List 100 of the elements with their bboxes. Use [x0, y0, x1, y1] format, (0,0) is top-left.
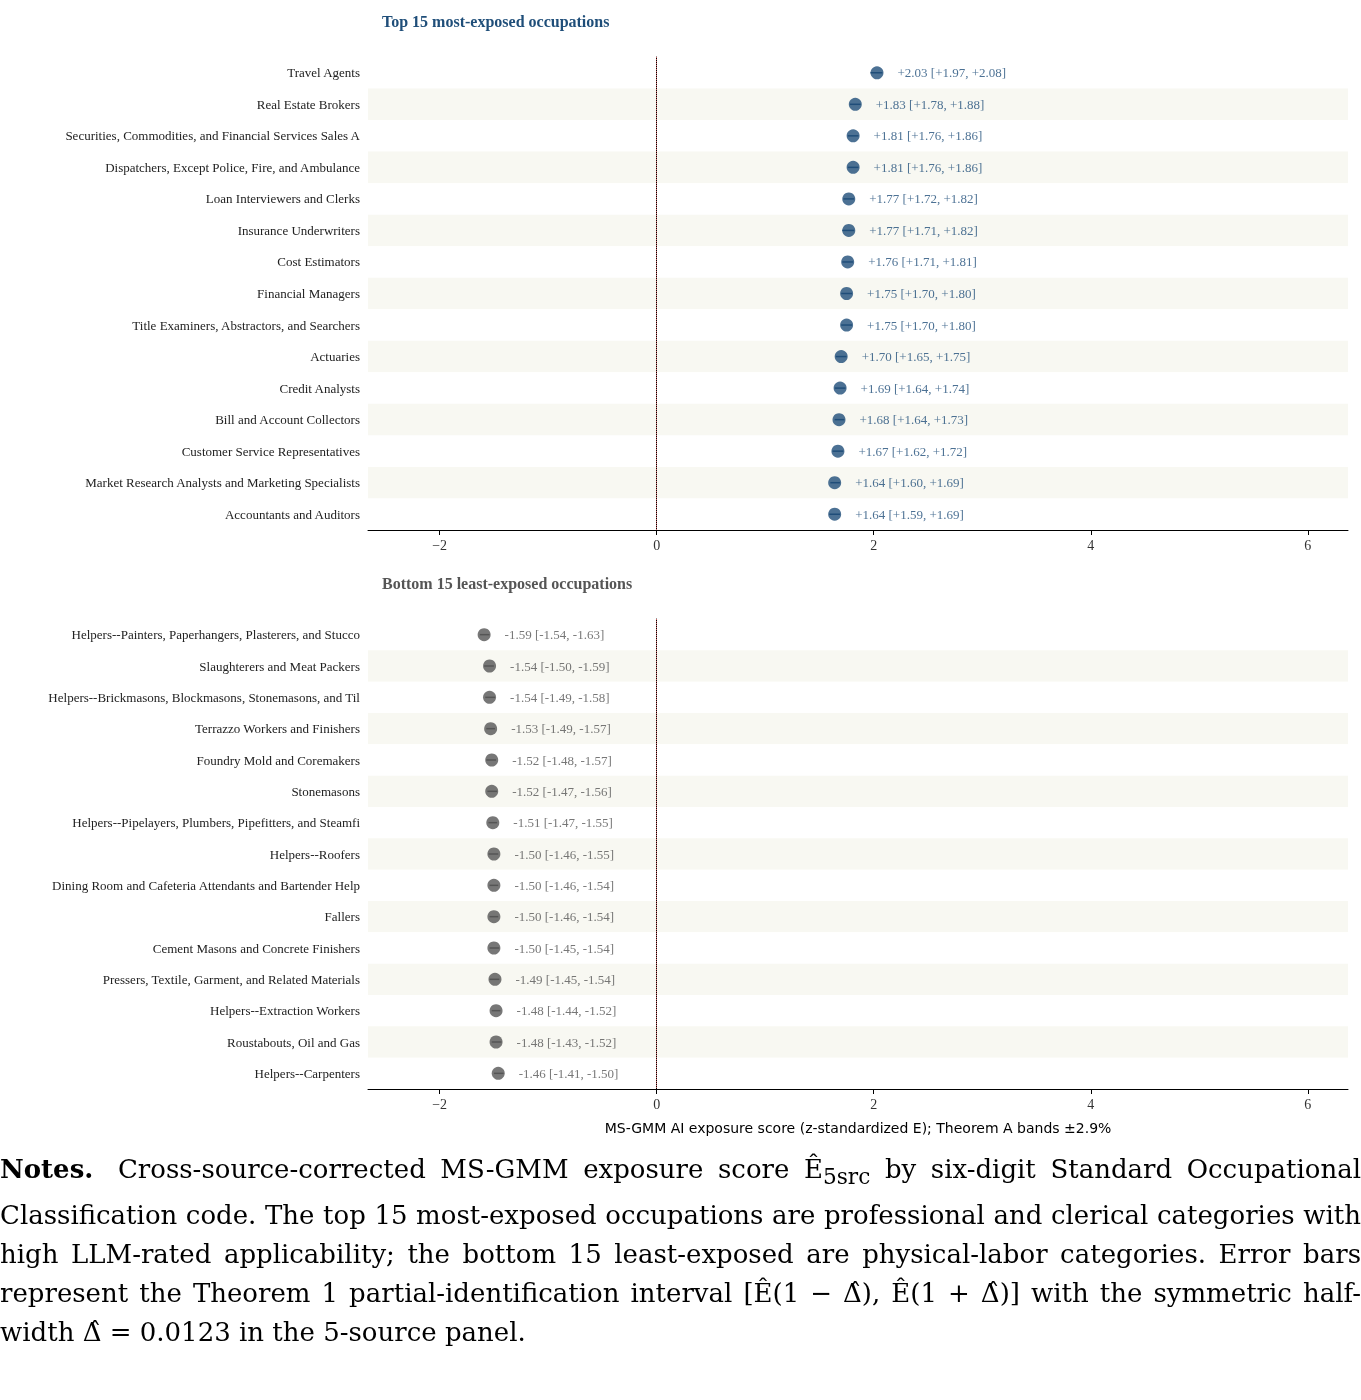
point — [487, 847, 501, 861]
data-label: +1.64 [+1.60, +1.69] — [855, 475, 964, 491]
data-label: -1.51 [-1.47, -1.55] — [513, 815, 613, 831]
y-tick-label: Helpers--Brickmasons, Blockmasons, Stonemasons, and Til — [48, 689, 361, 705]
y-tick-label: Market Research Analysts and Marketing Specialists — [85, 475, 360, 491]
data-label: +1.83 [+1.78, +1.88] — [875, 96, 985, 112]
data-label: -1.54 [-1.49, -1.58] — [510, 689, 610, 705]
data-label: +2.03 [+1.97, +2.08] — [897, 65, 1007, 81]
y-tick-label: Credit Analysts — [279, 380, 360, 396]
point — [483, 659, 497, 673]
data-label: +1.70 [+1.65, +1.75] — [861, 349, 971, 365]
y-tick-label: Terrazzo Workers and Finishers — [195, 721, 360, 737]
y-tick-label: Helpers--Extraction Workers — [210, 1003, 360, 1019]
data-label: -1.48 [-1.43, -1.52] — [516, 1034, 617, 1050]
chart-title: Top 15 most-exposed occupations — [382, 12, 610, 31]
point — [846, 160, 860, 174]
data-label: +1.77 [+1.72, +1.82] — [869, 191, 978, 207]
chart-title: Bottom 15 least-exposed occupations — [382, 574, 633, 593]
point — [485, 753, 499, 767]
data-label: -1.54 [-1.50, -1.59] — [510, 658, 610, 674]
x-tick-label: 4 — [1087, 537, 1095, 553]
point — [828, 507, 842, 521]
y-tick-label: Customer Service Representatives — [181, 443, 360, 459]
y-tick-label: Pressers, Textile, Garment, and Related Materials — [102, 971, 360, 987]
data-label: -1.50 [-1.46, -1.54] — [514, 909, 615, 925]
point — [489, 1004, 503, 1018]
point — [832, 413, 846, 427]
x-tick-label: −2 — [432, 1096, 448, 1112]
y-tick-label: Bill and Account Collectors — [215, 412, 360, 428]
point — [846, 129, 860, 143]
data-label: -1.50 [-1.45, -1.54] — [514, 940, 615, 956]
point — [842, 192, 856, 206]
x-tick-label: −2 — [432, 537, 448, 553]
point — [870, 66, 884, 80]
point — [840, 318, 854, 332]
y-tick-label: Slaughterers and Meat Packers — [199, 658, 360, 674]
data-label: -1.49 [-1.45, -1.54] — [515, 971, 616, 987]
y-tick-label: Accountants and Auditors — [224, 506, 360, 522]
data-label: +1.69 [+1.64, +1.74] — [860, 380, 970, 396]
data-label: +1.81 [+1.76, +1.86] — [873, 159, 983, 175]
y-tick-label: Helpers--Pipelayers, Plumbers, Pipefitters, and Steamfi — [72, 815, 361, 831]
y-tick-label: Travel Agents — [287, 65, 360, 81]
data-label: +1.64 [+1.59, +1.69] — [855, 506, 964, 522]
point — [840, 287, 854, 300]
point — [487, 910, 501, 924]
point — [486, 816, 500, 830]
point — [489, 1035, 503, 1049]
data-label: -1.52 [-1.48, -1.57] — [512, 752, 612, 768]
x-axis-title: MS-GMM AI exposure score (z-standardized E); Theorem A bands ±2.9% — [604, 1120, 1112, 1136]
point — [488, 972, 502, 986]
point — [828, 476, 842, 490]
point — [834, 350, 848, 364]
y-tick-label: Fallers — [324, 909, 360, 925]
point — [484, 722, 498, 736]
y-tick-label: Cement Masons and Concrete Finishers — [152, 940, 360, 956]
data-label: -1.50 [-1.46, -1.55] — [514, 846, 615, 862]
y-tick-label: Securities, Commodities, and Financial Services Sales A — [65, 128, 361, 144]
y-tick-label: Stonemasons — [291, 783, 360, 799]
data-label: +1.68 [+1.64, +1.73] — [859, 412, 969, 428]
y-tick-label: Real Estate Brokers — [256, 96, 360, 112]
point — [483, 690, 497, 704]
x-tick-label: 0 — [653, 537, 661, 553]
data-label: +1.76 [+1.71, +1.81] — [868, 254, 977, 270]
x-tick-label: 6 — [1304, 1096, 1312, 1112]
y-tick-label: Loan Interviewers and Clerks — [205, 191, 360, 207]
text: Notes. — [0, 1154, 94, 1184]
data-label: +1.75 [+1.70, +1.80] — [867, 317, 976, 333]
y-tick-label: Title Examiners, Abstractors, and Searchers — [132, 317, 360, 333]
point — [487, 941, 501, 955]
y-tick-label: Roustabouts, Oil and Gas — [227, 1034, 360, 1050]
data-label: +1.67 [+1.62, +1.72] — [858, 443, 968, 459]
y-tick-label: Actuaries — [310, 349, 360, 365]
data-label: -1.53 [-1.49, -1.57] — [511, 721, 611, 737]
x-tick-label: 2 — [870, 1096, 878, 1112]
point — [833, 381, 847, 395]
y-tick-label: Helpers--Painters, Paperhangers, Plasterers, and Stucco — [71, 627, 360, 643]
point — [477, 628, 491, 642]
x-tick-label: 6 — [1304, 537, 1312, 553]
x-tick-label: 4 — [1087, 1096, 1095, 1112]
y-tick-label: Foundry Mold and Coremakers — [196, 752, 360, 768]
point — [487, 878, 501, 892]
data-label: -1.48 [-1.44, -1.52] — [516, 1003, 617, 1019]
x-tick-label: 2 — [870, 537, 878, 553]
point — [491, 1066, 505, 1080]
y-tick-label: Helpers--Roofers — [269, 846, 360, 862]
data-label: +1.77 [+1.71, +1.82] — [869, 222, 978, 238]
point — [842, 223, 856, 237]
data-label: -1.46 [-1.41, -1.50] — [518, 1065, 619, 1081]
y-tick-label: Financial Managers — [257, 286, 360, 301]
y-tick-label: Helpers--Carpenters — [254, 1065, 360, 1081]
data-label: -1.52 [-1.47, -1.56] — [512, 783, 612, 799]
y-tick-label: Dispatchers, Except Police, Fire, and Ambulance — [105, 159, 361, 175]
y-tick-label: Dining Room and Cafeteria Attendants and Bartender Help — [52, 877, 360, 893]
point — [831, 444, 845, 458]
point — [485, 784, 499, 798]
data-label: -1.50 [-1.46, -1.54] — [514, 877, 615, 893]
y-tick-label: Cost Estimators — [277, 254, 360, 270]
data-label: +1.75 [+1.70, +1.80] — [867, 286, 976, 301]
data-label: +1.81 [+1.76, +1.86] — [873, 128, 983, 144]
y-tick-label: Insurance Underwriters — [237, 222, 360, 238]
